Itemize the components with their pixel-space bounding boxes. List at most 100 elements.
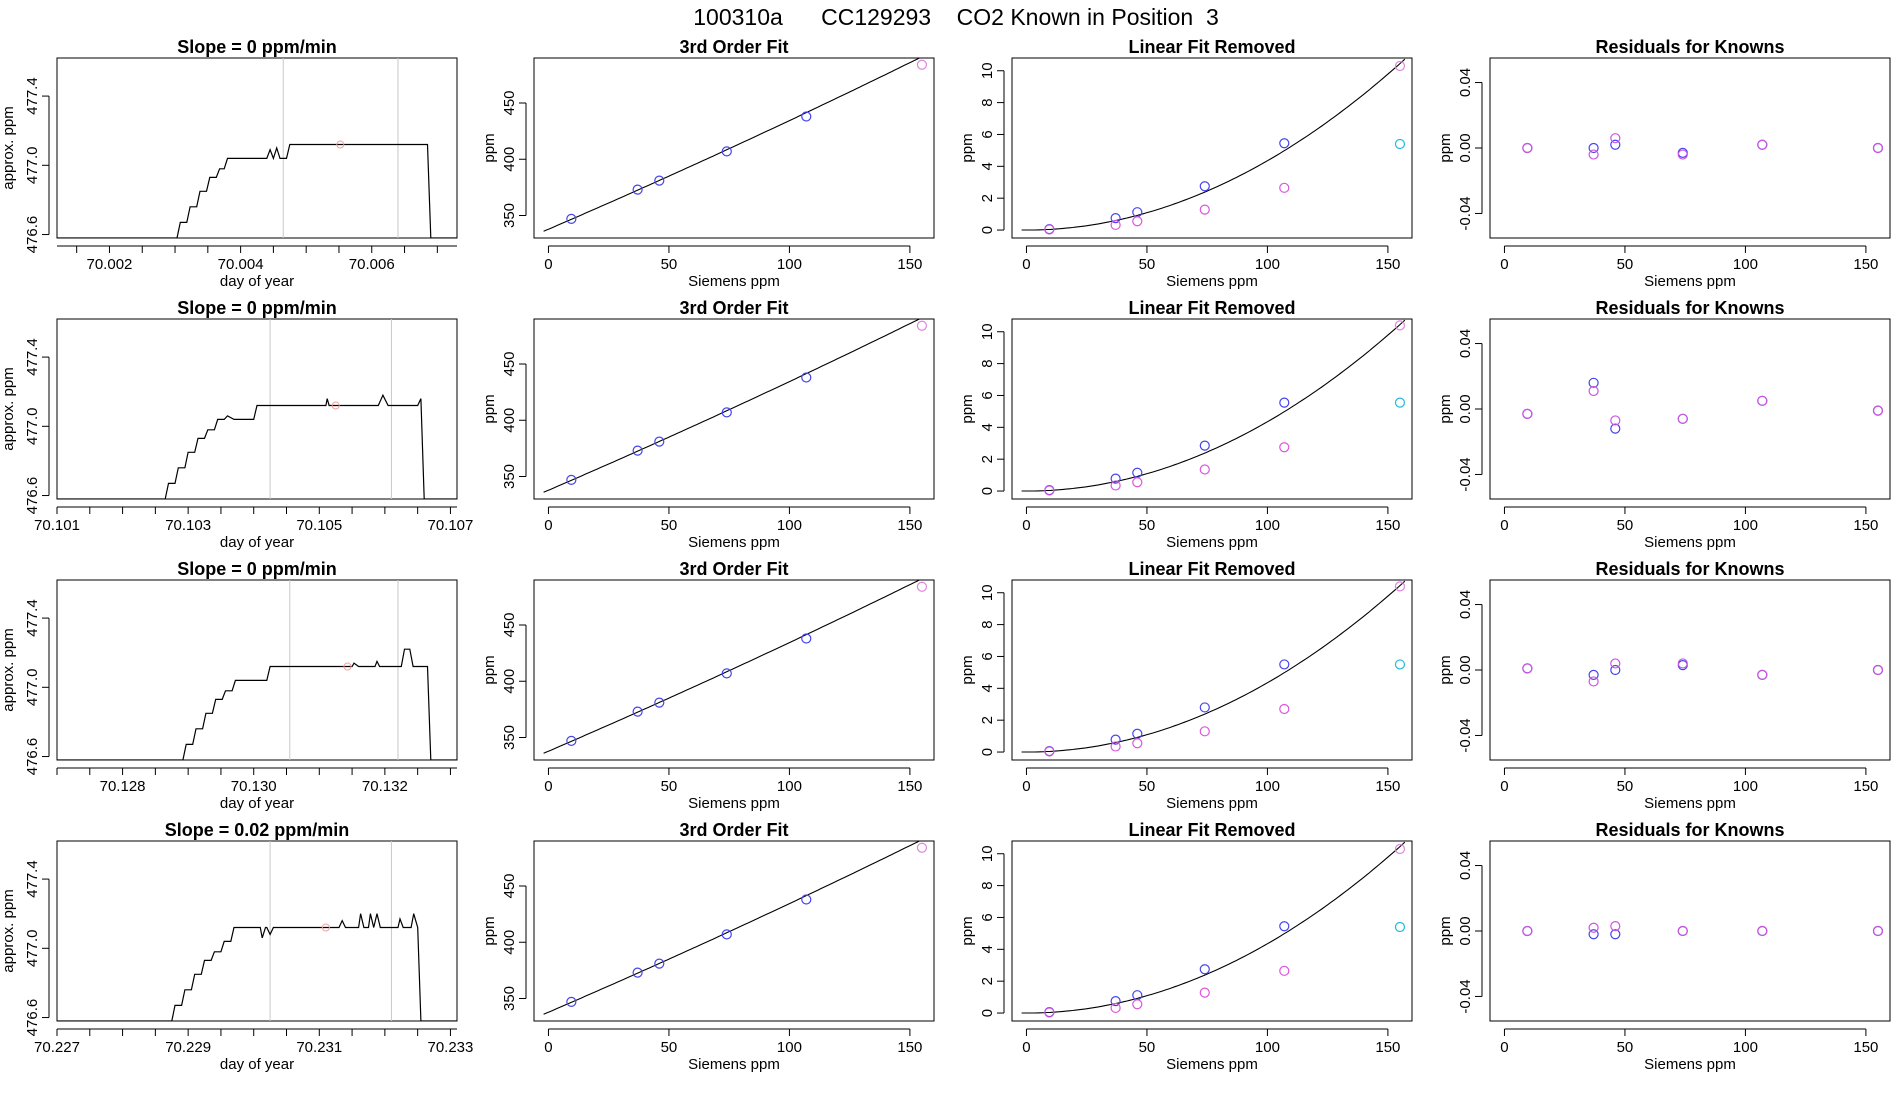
y-axis-label: ppm [959, 133, 976, 162]
panel-title: Slope = 0 ppm/min [177, 559, 337, 579]
y-tick-label: 477.4 [24, 338, 41, 376]
plot-frame [56, 579, 458, 761]
y-tick-label: 477.0 [24, 147, 41, 185]
fit-curve [1021, 58, 1406, 231]
data-point [1610, 664, 1621, 676]
x-axis-label: Siemens ppm [1166, 1056, 1258, 1073]
x-tick-label: 0 [1022, 1039, 1030, 1056]
y-axis-label: ppm [959, 916, 976, 945]
panel-title: Linear Fit Removed [1128, 820, 1295, 840]
data-point [1588, 385, 1599, 397]
data-point [1610, 139, 1621, 150]
x-tick-label: 70.004 [218, 256, 264, 273]
data-point [1110, 995, 1121, 1007]
panel-linfit-row1: Linear Fit Removed 0 50 100 150 Siemens ppm 0 2… [959, 298, 1413, 551]
data-point [1110, 219, 1121, 231]
data-point [916, 842, 928, 853]
mean-marker [343, 662, 352, 671]
y-tick-label: 2 [979, 977, 996, 985]
x-tick-label: 70.101 [34, 517, 80, 534]
panel-title: Slope = 0.02 ppm/min [165, 820, 350, 840]
plot-area [1021, 580, 1406, 757]
y-tick-label: 0.00 [1457, 394, 1474, 423]
data-point [1132, 999, 1143, 1010]
plot-frame [56, 318, 458, 500]
plot-area [1021, 319, 1406, 496]
x-tick-label: 0 [1022, 517, 1030, 534]
x-axis-label: Siemens ppm [1644, 1056, 1736, 1073]
data-point [1110, 734, 1121, 745]
data-point [1279, 182, 1290, 193]
y-axis-label: ppm [959, 394, 976, 423]
concentration-trace [57, 648, 457, 760]
x-tick-label: 150 [1375, 517, 1400, 534]
x-tick-label: 0 [1500, 778, 1508, 795]
fit-curve [543, 319, 921, 493]
x-tick-label: 50 [661, 517, 678, 534]
y-tick-label: 8 [979, 359, 996, 367]
concentration-trace [57, 913, 457, 1021]
x-tick-label: 70.229 [165, 1039, 211, 1056]
mean-marker [336, 140, 345, 149]
x-axis-label: Siemens ppm [1166, 273, 1258, 290]
x-tick-label: 70.105 [296, 517, 342, 534]
panel-linfit-row3: Linear Fit Removed 0 50 100 150 Siemens ppm 0 2… [959, 820, 1413, 1073]
data-point [1677, 658, 1688, 669]
data-point [1872, 405, 1884, 416]
panel-fit-row1: 3rd Order Fit 0 50 100 150 Siemens ppm 350 400 4… [481, 298, 935, 551]
plot-frame [1011, 318, 1413, 500]
x-tick-label: 100 [1255, 1039, 1280, 1056]
data-point [916, 581, 928, 592]
data-point [721, 146, 732, 157]
x-tick-label: 0 [544, 1039, 552, 1056]
y-tick-label: 477.0 [24, 669, 41, 707]
x-axis-label: Siemens ppm [688, 534, 780, 551]
x-tick-label: 50 [661, 256, 678, 273]
x-tick-label: 50 [1617, 1039, 1634, 1056]
data-point [1757, 669, 1768, 681]
data-point [721, 668, 732, 679]
x-tick-label: 100 [1733, 1039, 1758, 1056]
plot-area [57, 841, 457, 1021]
y-tick-label: 0 [979, 487, 996, 495]
x-tick-label: 0 [1500, 1039, 1508, 1056]
data-point [1522, 925, 1533, 937]
x-tick-label: 50 [1139, 1039, 1156, 1056]
plot-area [543, 841, 928, 1015]
y-tick-label: 0.04 [1457, 68, 1474, 97]
y-tick-label: 350 [501, 464, 518, 489]
y-tick-label: 4 [979, 945, 996, 953]
data-point [1757, 139, 1768, 150]
x-tick-label: 0 [1022, 778, 1030, 795]
x-tick-label: 0 [1022, 256, 1030, 273]
y-axis-label: ppm [481, 133, 498, 162]
x-tick-label: 70.231 [296, 1039, 342, 1056]
y-axis-label: ppm [1437, 655, 1454, 684]
y-tick-label: 0.00 [1457, 133, 1474, 162]
plot-area [57, 580, 457, 760]
plot-frame [1011, 840, 1413, 1022]
plot-area [543, 58, 928, 232]
y-tick-label: 8 [979, 620, 996, 628]
x-tick-label: 70.130 [231, 778, 277, 795]
data-point [1132, 738, 1143, 749]
data-point [632, 706, 643, 717]
y-tick-label: 476.6 [24, 738, 41, 776]
y-tick-label: -0.04 [1457, 457, 1474, 491]
panel-trace-row3: Slope = 0.02 ppm/min 70.227 70.229 70.231 70… [0, 820, 473, 1073]
panel-linfit-row0: Linear Fit Removed 0 50 100 150 Siemens ppm 0 2… [959, 37, 1413, 290]
fit-curve [1021, 841, 1406, 1014]
data-point [1610, 133, 1621, 144]
y-tick-label: -0.04 [1457, 718, 1474, 752]
data-point [1588, 676, 1599, 687]
panel-title: Residuals for Knowns [1595, 559, 1784, 579]
y-axis-label: ppm [481, 655, 498, 684]
x-tick-label: 70.233 [427, 1039, 473, 1056]
data-point [801, 111, 812, 122]
data-point [632, 967, 643, 978]
y-tick-label: 400 [501, 147, 518, 172]
x-axis-label: Siemens ppm [688, 273, 780, 290]
y-axis-label: ppm [1437, 394, 1454, 423]
x-axis-label: day of year [220, 534, 294, 551]
y-tick-label: 450 [501, 351, 518, 376]
